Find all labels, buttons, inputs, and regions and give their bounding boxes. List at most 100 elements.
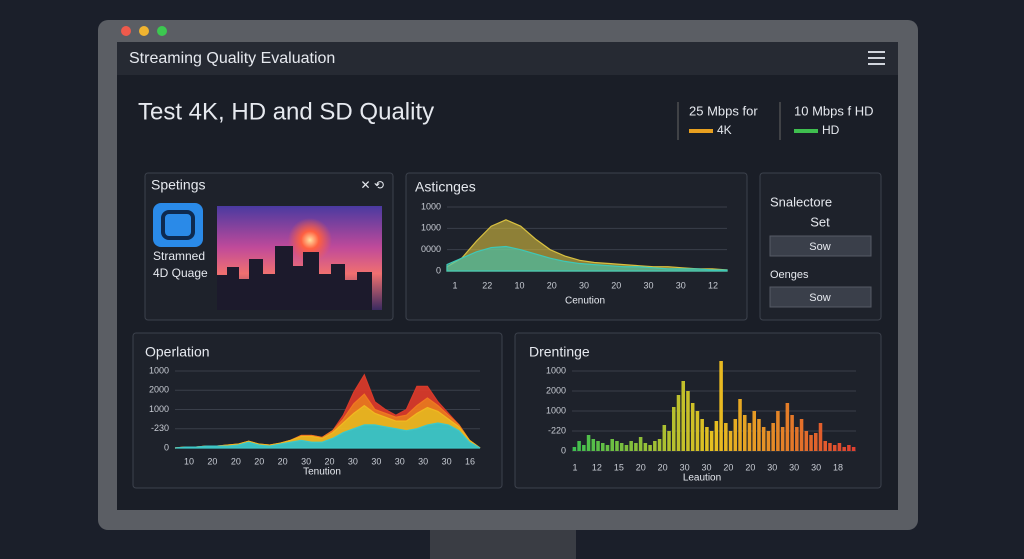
bar [648,445,652,451]
legend-label: 25 Mbps for [689,103,758,118]
x-tick-label: 30 [301,456,311,466]
area [446,245,728,272]
bar [724,423,728,451]
bar [653,441,657,451]
y-tick-label: 1000 [149,365,169,375]
bar [832,445,837,451]
x-tick-label: 30 [371,456,381,466]
bar [615,441,619,451]
bar [681,381,685,451]
y-tick-label: 1000 [421,223,441,233]
chart-panel [132,332,503,489]
x-tick-label: 20 [547,280,557,290]
bar [752,411,756,451]
x-axis-label: Leaution [683,473,721,484]
bar [790,415,794,451]
bar [780,427,785,451]
select-title: Snalectore [770,194,832,209]
bar [643,443,648,451]
legend-name: 4K [717,123,732,137]
x-tick-label: 20 [231,456,241,466]
x-tick-label: 30 [701,462,711,472]
bar [771,423,775,451]
bar [686,391,690,451]
x-axis-label: Cenution [565,296,605,307]
window-close[interactable] [121,26,131,36]
x-tick-label: 30 [442,456,452,466]
bar [851,447,856,451]
bar [577,441,581,451]
bar [601,443,605,451]
x-tick-label: 20 [723,462,733,472]
bar [662,425,667,451]
x-tick-label: 30 [643,280,653,290]
x-tick-label: 20 [745,462,755,472]
window-maximize[interactable] [157,26,167,36]
caption: 4D Quage [153,266,208,280]
panel-icons[interactable]: ✕ ⟲ [361,178,384,192]
app-icon [153,203,203,247]
bar [814,433,818,451]
bar [747,423,752,451]
bar [733,419,738,451]
x-tick-label: 12 [708,280,718,290]
bar [690,403,695,451]
x-tick-label: 30 [418,456,428,466]
x-tick-label: 30 [789,462,799,472]
legend-label: 10 Mbps f HD [794,103,873,118]
chart-title: Operlation [145,344,210,360]
x-tick-label: 30 [767,462,777,472]
x-tick-label: 10 [514,280,524,290]
button[interactable] [769,286,872,308]
monitor-stand [430,528,576,559]
window-minimize[interactable] [139,26,149,36]
window-title: Streaming Quality Evaluation [129,50,335,67]
bar [738,399,742,451]
x-tick-label: 20 [278,456,288,466]
x-tick-label: 15 [614,462,624,472]
x-tick-label: 20 [254,456,264,466]
select-label: Oenges [770,269,809,281]
bar [605,445,610,451]
bar [837,443,842,451]
y-tick-label: 1000 [546,365,566,375]
x-tick-label: 10 [184,456,194,466]
bar [629,441,633,451]
x-tick-label: 20 [324,456,334,466]
x-tick-label: 30 [676,280,686,290]
button-label[interactable]: Sow [809,241,830,253]
bar [582,445,586,451]
x-tick-label: 18 [833,462,843,472]
bar [799,419,804,451]
y-tick-label: 0 [164,442,169,452]
menu-button[interactable] [868,51,885,65]
chart-title: Asticnges [415,179,476,195]
bar [672,407,676,451]
x-tick-label: 1 [452,280,457,290]
bar [638,437,643,451]
bar [591,439,596,451]
bar [776,411,780,451]
button[interactable] [769,235,872,257]
y-tick-label: -220 [548,425,566,435]
bar [596,441,600,451]
x-tick-label: 30 [395,456,405,466]
y-tick-label: 2000 [149,385,169,395]
bar [757,419,761,451]
heading: Test 4K, HD and SD Quality [138,98,434,125]
bar [714,421,719,451]
x-tick-label: 12 [592,462,602,472]
bar [761,427,766,451]
x-tick-label: 16 [465,456,475,466]
bar [572,447,577,451]
x-axis-label: Tenution [303,467,341,478]
chart-panel [405,172,748,321]
button-label[interactable]: Sow [809,292,830,304]
x-tick-label: 30 [811,462,821,472]
bar [795,427,799,451]
bar [705,427,709,451]
y-tick-label: 0 [436,265,441,275]
bar [610,439,614,451]
